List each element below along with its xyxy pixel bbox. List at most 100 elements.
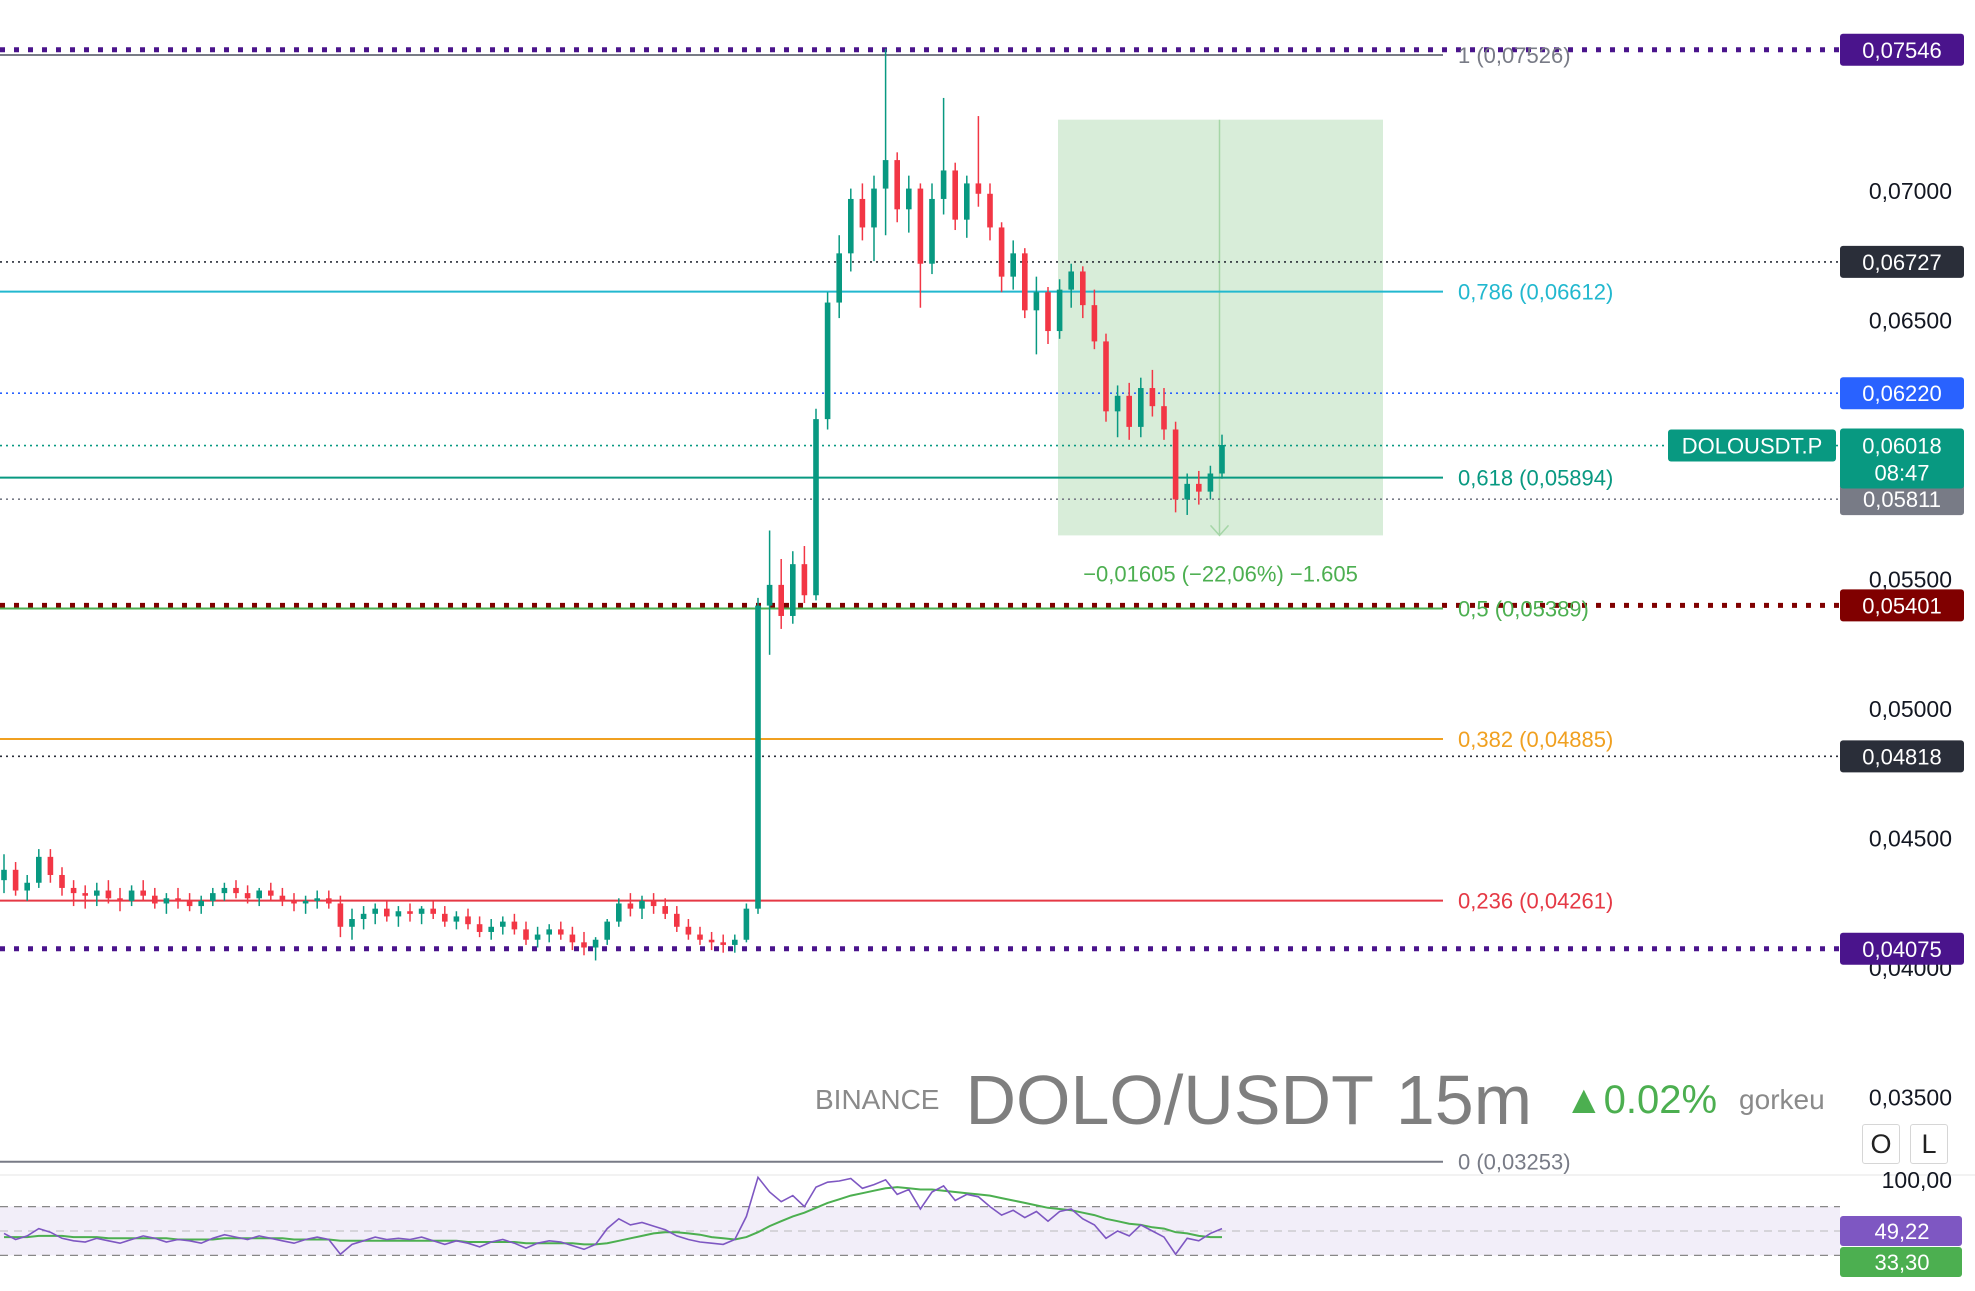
- candle[interactable]: [175, 887, 181, 909]
- candle[interactable]: [1033, 276, 1040, 355]
- candle[interactable]: [1, 854, 7, 894]
- candle[interactable]: [465, 908, 471, 930]
- candle[interactable]: [430, 900, 436, 920]
- candle[interactable]: [268, 882, 274, 901]
- candle[interactable]: [12, 862, 19, 896]
- candle[interactable]: [1022, 248, 1028, 319]
- candle[interactable]: [186, 893, 193, 912]
- candle[interactable]: [82, 885, 88, 909]
- candle[interactable]: [952, 162, 958, 231]
- candle[interactable]: [256, 887, 262, 907]
- candle[interactable]: [1207, 465, 1214, 500]
- candle[interactable]: [1126, 382, 1132, 440]
- candle[interactable]: [476, 916, 483, 938]
- candle[interactable]: [685, 919, 692, 940]
- candle[interactable]: [906, 175, 912, 233]
- candle[interactable]: [755, 597, 761, 914]
- candle[interactable]: [1138, 377, 1144, 438]
- candle[interactable]: [500, 916, 506, 935]
- candle[interactable]: [917, 183, 924, 308]
- candle[interactable]: [349, 908, 355, 940]
- candle[interactable]: [1196, 470, 1202, 505]
- candle[interactable]: [511, 913, 518, 935]
- candle[interactable]: [372, 903, 378, 925]
- candle[interactable]: [1172, 421, 1179, 513]
- rsi-ma-line[interactable]: [4, 1186, 1222, 1246]
- candle[interactable]: [859, 183, 866, 241]
- candle[interactable]: [1103, 333, 1109, 422]
- candle[interactable]: [790, 551, 796, 624]
- candle[interactable]: [24, 874, 30, 901]
- candle[interactable]: [801, 546, 808, 604]
- candle[interactable]: [1219, 434, 1225, 479]
- candle[interactable]: [244, 885, 251, 904]
- candle[interactable]: [105, 880, 112, 904]
- candle[interactable]: [964, 175, 970, 238]
- candle[interactable]: [1184, 473, 1190, 515]
- candle[interactable]: [604, 919, 610, 945]
- candle[interactable]: [766, 530, 773, 655]
- candle[interactable]: [442, 906, 448, 927]
- candle[interactable]: [210, 887, 216, 907]
- rsi-line[interactable]: [3, 1175, 1223, 1256]
- candle[interactable]: [152, 887, 158, 909]
- candle[interactable]: [639, 895, 645, 920]
- candle[interactable]: [569, 926, 576, 951]
- candle[interactable]: [987, 183, 993, 241]
- candle[interactable]: [778, 558, 784, 629]
- candle[interactable]: [140, 880, 146, 901]
- candle[interactable]: [488, 919, 494, 940]
- l-button[interactable]: L: [1910, 1124, 1948, 1164]
- candle[interactable]: [291, 893, 297, 912]
- candle[interactable]: [198, 895, 204, 914]
- candle[interactable]: [418, 906, 425, 925]
- candle[interactable]: [523, 921, 529, 945]
- candle[interactable]: [221, 882, 228, 901]
- candle[interactable]: [94, 882, 100, 907]
- candle[interactable]: [836, 235, 842, 319]
- candle[interactable]: [47, 849, 54, 883]
- o-button[interactable]: O: [1862, 1124, 1900, 1164]
- candle[interactable]: [1114, 385, 1121, 438]
- candle[interactable]: [1010, 240, 1016, 290]
- candle[interactable]: [1080, 266, 1086, 319]
- candle[interactable]: [128, 885, 135, 907]
- candle[interactable]: [1149, 369, 1156, 417]
- candle[interactable]: [302, 895, 309, 914]
- candle[interactable]: [627, 893, 634, 917]
- candle[interactable]: [384, 900, 390, 922]
- candle[interactable]: [940, 97, 947, 215]
- candle[interactable]: [453, 911, 460, 930]
- candle[interactable]: [326, 890, 332, 909]
- candle[interactable]: [674, 906, 680, 932]
- candle[interactable]: [70, 880, 77, 907]
- candle[interactable]: [662, 898, 668, 920]
- candle[interactable]: [824, 292, 831, 430]
- candle[interactable]: [558, 921, 564, 940]
- candle[interactable]: [36, 849, 42, 888]
- candle[interactable]: [1068, 263, 1074, 308]
- candle[interactable]: [871, 175, 877, 262]
- candle[interactable]: [314, 890, 320, 909]
- candle[interactable]: [616, 898, 622, 927]
- candle[interactable]: [360, 906, 367, 930]
- candle[interactable]: [163, 893, 170, 914]
- candle[interactable]: [1056, 279, 1063, 339]
- candle[interactable]: [407, 903, 413, 922]
- candle[interactable]: [743, 903, 750, 943]
- candle[interactable]: [697, 926, 703, 945]
- candle[interactable]: [720, 934, 726, 953]
- candle[interactable]: [581, 931, 587, 956]
- candle[interactable]: [975, 116, 982, 207]
- candle[interactable]: [546, 924, 552, 943]
- candle[interactable]: [1161, 388, 1167, 440]
- candle[interactable]: [1045, 287, 1051, 344]
- candle[interactable]: [279, 887, 286, 907]
- candle[interactable]: [882, 48, 889, 236]
- candle[interactable]: [929, 183, 935, 275]
- candle[interactable]: [813, 408, 819, 601]
- candle[interactable]: [848, 188, 854, 272]
- candle[interactable]: [395, 906, 402, 927]
